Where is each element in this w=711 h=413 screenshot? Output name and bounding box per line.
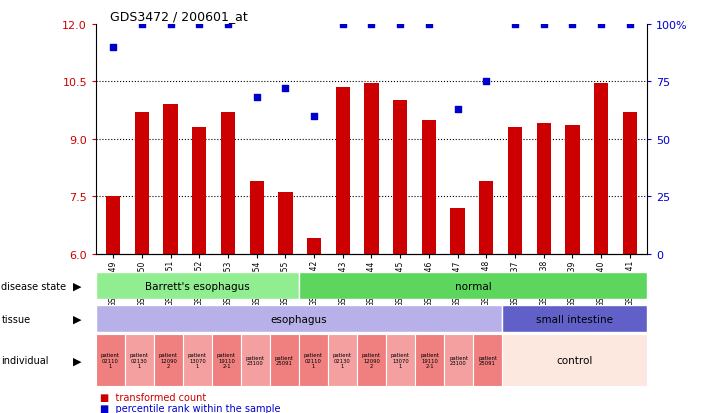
Text: patient
23100: patient 23100 [449, 355, 468, 366]
Text: patient
19110
2-1: patient 19110 2-1 [217, 352, 236, 368]
Bar [473, 335, 502, 386]
Text: patient
25091: patient 25091 [275, 355, 294, 366]
Bar [393, 101, 407, 254]
Text: patient
19110
2-1: patient 19110 2-1 [420, 352, 439, 368]
Bar [96, 273, 299, 299]
Point [481, 79, 492, 85]
Bar [270, 335, 299, 386]
Bar [357, 335, 386, 386]
Text: ▶: ▶ [73, 281, 81, 291]
Bar [508, 128, 522, 254]
Bar [328, 335, 357, 386]
Bar [594, 84, 609, 254]
Bar [336, 88, 350, 254]
Point [137, 21, 148, 28]
Point [107, 44, 119, 51]
Bar [164, 105, 178, 254]
Text: patient
13070
1: patient 13070 1 [391, 352, 410, 368]
Text: patient
23100: patient 23100 [246, 355, 265, 366]
Point [595, 21, 606, 28]
Bar [444, 335, 473, 386]
Bar [241, 335, 270, 386]
Point [365, 21, 377, 28]
Point [279, 85, 291, 92]
Bar [565, 126, 579, 254]
Text: normal: normal [454, 281, 491, 291]
Text: patient
02130
1: patient 02130 1 [333, 352, 352, 368]
Point [193, 21, 205, 28]
Text: small intestine: small intestine [536, 314, 613, 324]
Text: patient
02130
1: patient 02130 1 [130, 352, 149, 368]
Text: ■  percentile rank within the sample: ■ percentile rank within the sample [100, 403, 280, 413]
Point [567, 21, 578, 28]
Bar [96, 306, 502, 332]
Point [337, 21, 348, 28]
Text: ■  transformed count: ■ transformed count [100, 392, 205, 402]
Text: patient
02110
1: patient 02110 1 [101, 352, 120, 368]
Bar [250, 181, 264, 254]
Text: ▶: ▶ [73, 355, 81, 366]
Bar [183, 335, 212, 386]
Text: patient
13070
1: patient 13070 1 [188, 352, 207, 368]
Text: patient
25091: patient 25091 [478, 355, 497, 366]
Text: ▶: ▶ [73, 314, 81, 324]
Bar [96, 335, 125, 386]
Bar [221, 113, 235, 254]
Text: esophagus: esophagus [271, 314, 327, 324]
Bar [537, 124, 551, 254]
Point [395, 21, 406, 28]
Text: patient
02110
1: patient 02110 1 [304, 352, 323, 368]
Bar [192, 128, 206, 254]
Bar [502, 335, 647, 386]
Bar [299, 335, 328, 386]
Text: GDS3472 / 200601_at: GDS3472 / 200601_at [110, 10, 248, 23]
Text: control: control [556, 355, 593, 366]
Bar [479, 181, 493, 254]
Point [624, 21, 636, 28]
Point [309, 113, 320, 120]
Bar [502, 306, 647, 332]
Bar [125, 335, 154, 386]
Bar [154, 335, 183, 386]
Bar [451, 208, 465, 254]
Bar [299, 273, 647, 299]
Text: disease state: disease state [1, 281, 67, 291]
Bar [422, 120, 436, 254]
Text: Barrett's esophagus: Barrett's esophagus [145, 281, 250, 291]
Bar [623, 113, 637, 254]
Point [223, 21, 234, 28]
Point [165, 21, 176, 28]
Bar [307, 239, 321, 254]
Bar [106, 197, 120, 254]
Bar [364, 84, 379, 254]
Bar [278, 193, 292, 254]
Bar [212, 335, 241, 386]
Point [509, 21, 520, 28]
Point [251, 95, 262, 102]
Bar [134, 113, 149, 254]
Point [538, 21, 550, 28]
Point [423, 21, 434, 28]
Text: individual: individual [1, 355, 49, 366]
Bar [415, 335, 444, 386]
Text: patient
12090
2: patient 12090 2 [362, 352, 381, 368]
Point [452, 106, 464, 113]
Bar [386, 335, 415, 386]
Text: patient
12090
2: patient 12090 2 [159, 352, 178, 368]
Text: tissue: tissue [1, 314, 31, 324]
